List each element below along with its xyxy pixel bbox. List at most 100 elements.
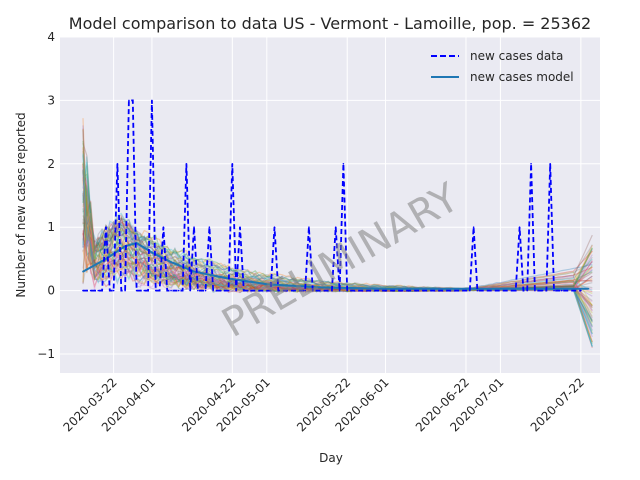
model-point — [319, 286, 322, 289]
data-point — [108, 289, 111, 292]
ensemble-line — [82, 169, 593, 292]
model-point — [170, 261, 172, 263]
data-point — [193, 226, 195, 228]
ensemble-line — [82, 178, 593, 312]
data-point — [185, 162, 188, 165]
data-point — [468, 289, 471, 292]
data-point — [158, 289, 161, 292]
data-point — [342, 162, 345, 165]
ensemble-line — [82, 163, 593, 311]
data-point — [273, 226, 276, 228]
data-point — [147, 289, 149, 292]
data-point — [197, 289, 199, 292]
ensemble-line — [82, 204, 593, 294]
data-point — [304, 289, 306, 292]
ensemble-line — [82, 199, 593, 293]
data-point — [143, 289, 146, 292]
model-point — [151, 251, 153, 254]
data-point — [549, 162, 552, 165]
y-tick-label: 2 — [47, 157, 55, 171]
chart-title: Model comparison to data US - Vermont - … — [69, 14, 591, 33]
data-point — [476, 289, 479, 292]
data-point — [243, 289, 245, 292]
series-layer — [82, 99, 590, 292]
y-tick-label: −1 — [37, 347, 55, 361]
data-point — [170, 289, 172, 292]
y-axis-label: Number of new cases reported — [14, 112, 28, 297]
ensemble-line — [82, 151, 593, 293]
grid — [60, 36, 600, 373]
model-point — [587, 287, 590, 290]
data-point — [208, 226, 211, 228]
plot-background — [60, 37, 600, 373]
data-point — [174, 289, 176, 292]
model-point — [105, 258, 107, 260]
data-point — [331, 289, 333, 292]
data-point — [514, 289, 517, 292]
data-point — [154, 289, 157, 292]
data-point — [346, 289, 349, 292]
ensemble-line — [82, 161, 593, 307]
data-point — [181, 289, 184, 292]
data-point — [235, 289, 237, 292]
data-point — [216, 289, 218, 292]
ensemble-line — [82, 232, 593, 322]
y-tick-label: 0 — [47, 284, 55, 298]
data-point — [93, 289, 96, 292]
y-ticks: −1 0 1 2 3 4 — [37, 30, 55, 361]
model-point — [572, 287, 574, 290]
model-line — [82, 241, 589, 290]
data-point — [472, 226, 475, 228]
ensemble-line — [82, 177, 593, 306]
data-point — [97, 289, 100, 292]
data-point — [131, 99, 134, 102]
model-point — [457, 287, 460, 290]
model-point — [384, 287, 387, 290]
data-point — [82, 289, 84, 292]
data-point — [101, 289, 103, 292]
model-point — [266, 283, 268, 286]
data-point — [541, 289, 544, 292]
data-point — [220, 289, 222, 292]
data-point — [86, 289, 88, 292]
data-point — [518, 226, 521, 228]
ensemble-line — [82, 190, 593, 294]
data-line — [83, 99, 581, 292]
data-point — [530, 162, 532, 165]
ensemble-line — [82, 118, 593, 290]
y-tick-label: 1 — [47, 220, 55, 234]
data-point — [545, 289, 548, 292]
data-point — [212, 289, 214, 292]
data-point — [128, 99, 130, 102]
legend-data-label: new cases data — [470, 49, 563, 63]
model-point — [193, 270, 195, 273]
data-point — [522, 289, 525, 292]
data-point — [189, 289, 192, 292]
ensemble-line — [82, 190, 593, 293]
data-point — [277, 289, 280, 292]
data-point — [537, 289, 540, 292]
data-point — [246, 289, 249, 292]
data-point — [105, 226, 107, 228]
data-point — [89, 289, 92, 292]
legend-model-label: new cases model — [470, 70, 574, 84]
ensemble-line — [82, 230, 593, 292]
data-point — [334, 226, 337, 228]
data-point — [120, 289, 123, 292]
data-point — [124, 289, 126, 292]
data-point — [200, 289, 203, 292]
x-axis-label: Day — [319, 451, 343, 465]
data-point — [231, 162, 234, 165]
data-point — [166, 289, 169, 292]
y-tick-label: 3 — [47, 93, 55, 107]
model-point — [499, 287, 502, 290]
data-point — [557, 289, 559, 292]
legend: new cases data new cases model — [431, 49, 574, 84]
data-point — [204, 289, 207, 292]
data-point — [526, 289, 529, 292]
model-point — [223, 277, 226, 279]
data-point — [553, 289, 555, 292]
model-point — [82, 270, 84, 273]
